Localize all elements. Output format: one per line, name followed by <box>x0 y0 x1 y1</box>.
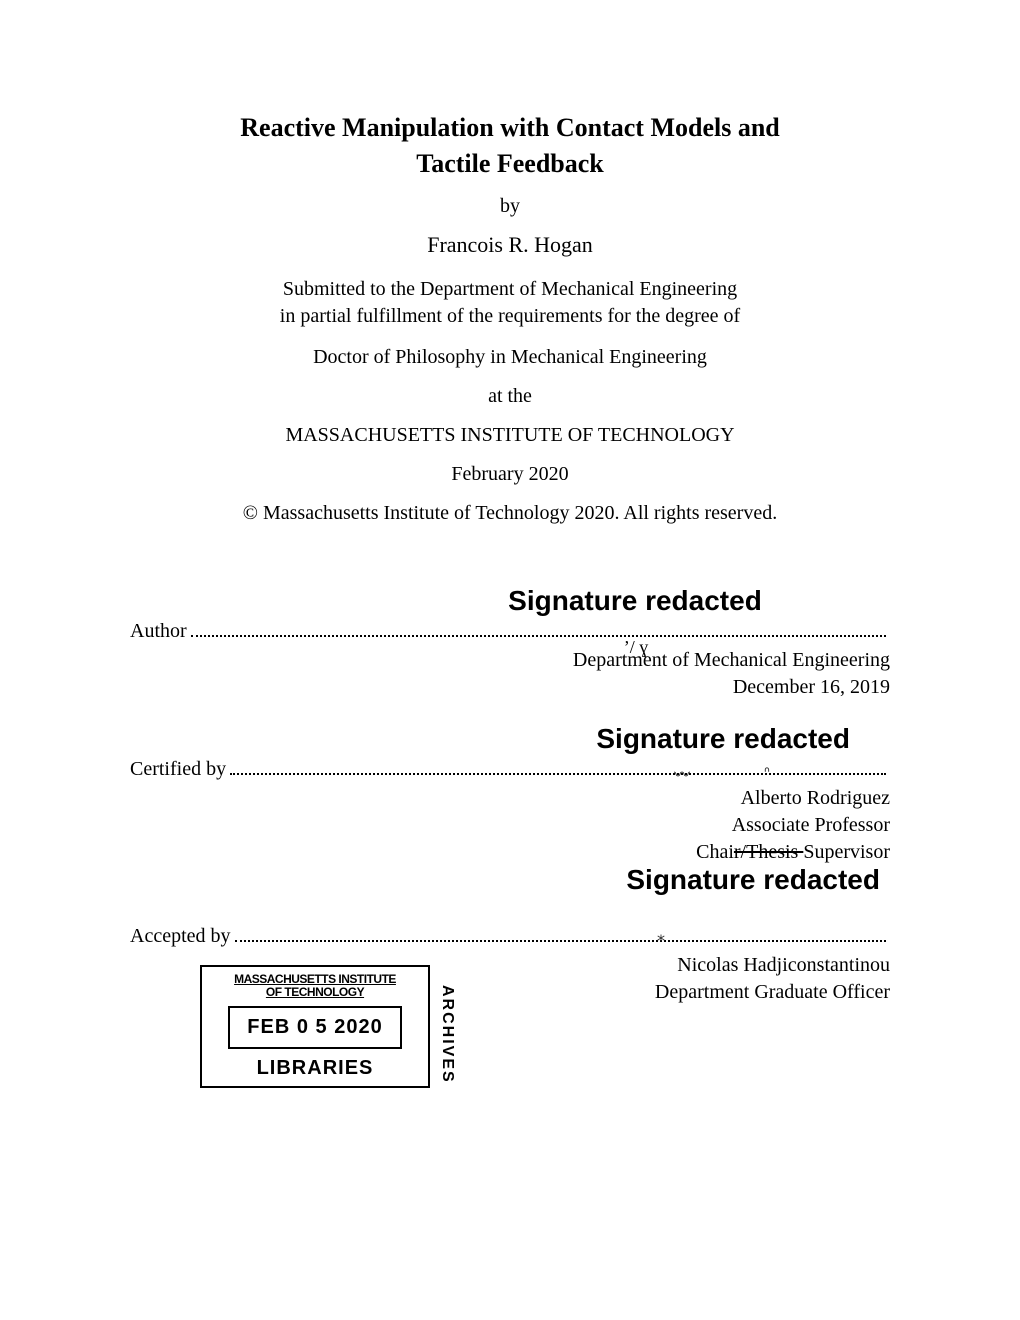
degree-name: Doctor of Philosophy in Mechanical Engin… <box>130 346 890 369</box>
signature-redacted-label: Signature redacted <box>380 585 890 617</box>
handwritten-mark: ᐢ <box>764 763 770 783</box>
certified-signature-block: Signature redacted Certified by 〰 ᐢ Albe… <box>130 723 890 896</box>
submission-line-2: in partial fulfillment of the requiremen… <box>130 303 890 330</box>
thesis-title: Reactive Manipulation with Contact Model… <box>130 110 890 183</box>
stamp-institution: MASSACHUSETTS INSTITUTE OF TECHNOLOGY <box>202 971 428 1002</box>
advisor-role-1: Associate Professor <box>130 812 890 839</box>
advisor-name: Alberto Rodriguez <box>130 785 890 812</box>
submission-line-1: Submitted to the Department of Mechanica… <box>130 276 890 303</box>
handwritten-initials: ʼ/ ɣ <box>624 635 649 659</box>
accepted-by-label: Accepted by <box>130 925 231 948</box>
author-name: Francois R. Hogan <box>130 232 890 258</box>
copyright-notice: © Massachusetts Institute of Technology … <box>130 502 890 525</box>
author-department: Department oʼ/ ɣf Mechanical Engineering <box>130 647 890 674</box>
stamp-date: FEB 0 5 2020 <box>228 1006 402 1049</box>
author-sign-date: December 16, 2019 <box>130 674 890 701</box>
library-stamp-box: MASSACHUSETTS INSTITUTE OF TECHNOLOGY FE… <box>200 965 430 1088</box>
author-signature-line: Author <box>130 619 890 643</box>
signature-redacted-label: Signature redacted <box>130 723 890 755</box>
handwritten-mark: ⁎ <box>657 926 665 946</box>
advisor-role-2: Chair/Thesis Supervisor <box>130 839 890 866</box>
author-signature-details: Department oʼ/ ɣf Mechanical Engineering… <box>130 647 890 701</box>
certified-by-label: Certified by <box>130 758 226 781</box>
dotted-line <box>235 924 886 942</box>
signature-redacted-label: Signature redacted <box>130 864 890 896</box>
at-the-label: at the <box>130 385 890 408</box>
title-line-1: Reactive Manipulation with Contact Model… <box>130 110 890 146</box>
title-line-2: Tactile Feedback <box>130 146 890 182</box>
dotted-line <box>191 619 886 637</box>
submission-statement: Submitted to the Department of Mechanica… <box>130 276 890 330</box>
institution-name: MASSACHUSETTS INSTITUTE OF TECHNOLOGY <box>130 424 890 447</box>
author-label: Author <box>130 620 187 643</box>
stamp-libraries-label: LIBRARIES <box>202 1055 428 1082</box>
certified-signature-details: Alberto Rodriguez Associate Professor Ch… <box>130 785 890 866</box>
accepted-signature-line: Accepted by <box>130 924 890 948</box>
library-stamp: MASSACHUSETTS INSTITUTE OF TECHNOLOGY FE… <box>200 965 430 1088</box>
certified-signature-line: Certified by <box>130 757 890 781</box>
archives-label: ARCHIVES <box>438 985 456 1084</box>
graduation-date: February 2020 <box>130 463 890 486</box>
dotted-line <box>230 757 886 775</box>
author-signature-block: Signature redacted Author Department oʼ/… <box>130 585 890 701</box>
handwritten-mark: 〰 <box>674 761 690 785</box>
by-label: by <box>130 195 890 218</box>
